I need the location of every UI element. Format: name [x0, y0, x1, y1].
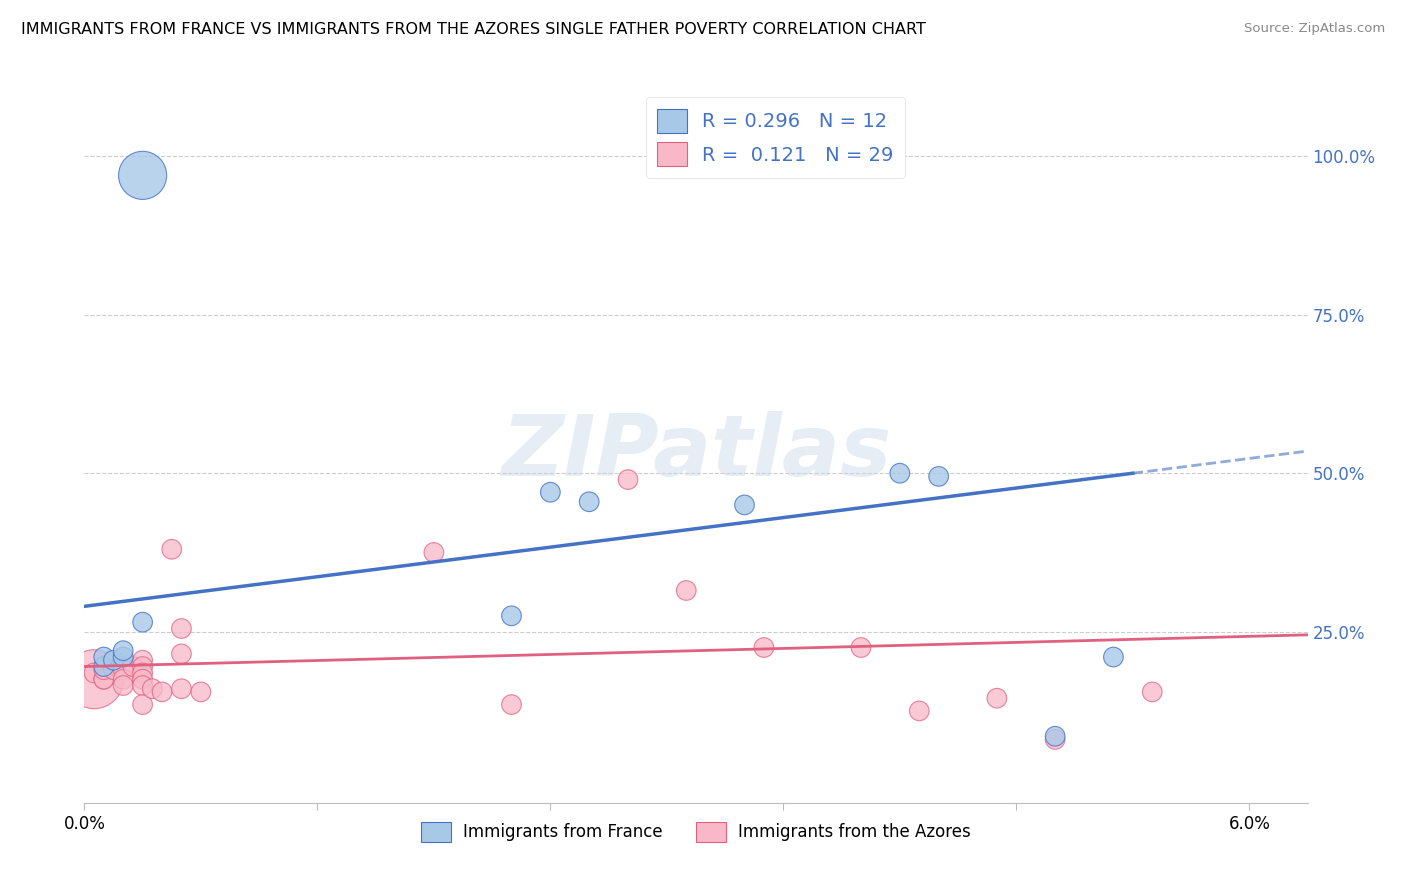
Text: ZIPatlas: ZIPatlas	[501, 411, 891, 494]
Point	[1043, 732, 1066, 747]
Point	[112, 663, 135, 677]
Point	[83, 665, 105, 680]
Point	[160, 542, 183, 557]
Point	[170, 647, 193, 661]
Point	[131, 679, 153, 693]
Point	[1142, 685, 1164, 699]
Point	[131, 653, 153, 667]
Point	[103, 663, 125, 677]
Point	[675, 583, 697, 598]
Text: Source: ZipAtlas.com: Source: ZipAtlas.com	[1244, 22, 1385, 36]
Point	[170, 681, 193, 696]
Point	[617, 473, 640, 487]
Point	[83, 672, 105, 686]
Point	[986, 691, 1008, 706]
Point	[150, 685, 173, 699]
Point	[93, 672, 115, 686]
Point	[112, 679, 135, 693]
Legend: Immigrants from France, Immigrants from the Azores: Immigrants from France, Immigrants from …	[415, 815, 977, 848]
Point	[928, 469, 950, 483]
Point	[423, 545, 446, 559]
Point	[131, 169, 153, 183]
Point	[131, 672, 153, 686]
Point	[501, 608, 523, 623]
Point	[538, 485, 561, 500]
Point	[131, 615, 153, 630]
Point	[501, 698, 523, 712]
Point	[112, 650, 135, 665]
Point	[849, 640, 872, 655]
Point	[93, 672, 115, 686]
Point	[190, 685, 212, 699]
Point	[1043, 729, 1066, 743]
Point	[93, 650, 115, 665]
Point	[131, 665, 153, 680]
Point	[1102, 650, 1125, 665]
Point	[131, 698, 153, 712]
Point	[908, 704, 931, 718]
Point	[578, 494, 600, 508]
Point	[93, 663, 115, 677]
Point	[131, 659, 153, 673]
Point	[103, 653, 125, 667]
Point	[122, 659, 145, 673]
Point	[112, 672, 135, 686]
Point	[112, 643, 135, 657]
Point	[170, 622, 193, 636]
Point	[141, 681, 163, 696]
Point	[112, 659, 135, 673]
Text: IMMIGRANTS FROM FRANCE VS IMMIGRANTS FROM THE AZORES SINGLE FATHER POVERTY CORRE: IMMIGRANTS FROM FRANCE VS IMMIGRANTS FRO…	[21, 22, 927, 37]
Point	[889, 467, 911, 481]
Point	[752, 640, 775, 655]
Point	[93, 659, 115, 673]
Point	[734, 498, 756, 512]
